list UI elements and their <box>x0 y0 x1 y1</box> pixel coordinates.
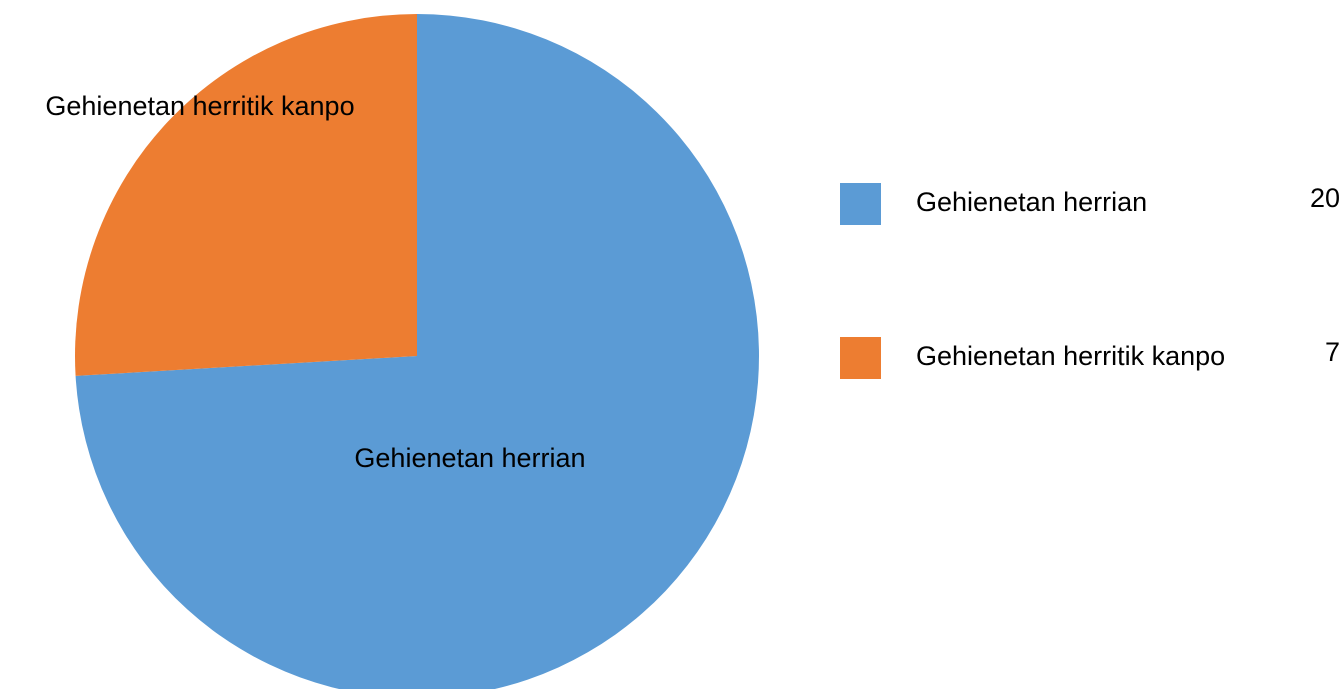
legend-value: 20 <box>1310 183 1340 213</box>
legend-swatch <box>840 337 881 379</box>
legend-swatch <box>840 183 881 225</box>
pie-slice <box>75 14 417 376</box>
legend-label: Gehienetan herrian <box>916 187 1147 217</box>
legend-value: 7 <box>1325 337 1340 367</box>
slice-label: Gehienetan herrian <box>354 443 585 473</box>
pie-slice <box>75 14 759 689</box>
slice-label: Gehienetan herritik kanpo <box>45 91 354 121</box>
legend-label: Gehienetan herritik kanpo <box>916 341 1225 371</box>
